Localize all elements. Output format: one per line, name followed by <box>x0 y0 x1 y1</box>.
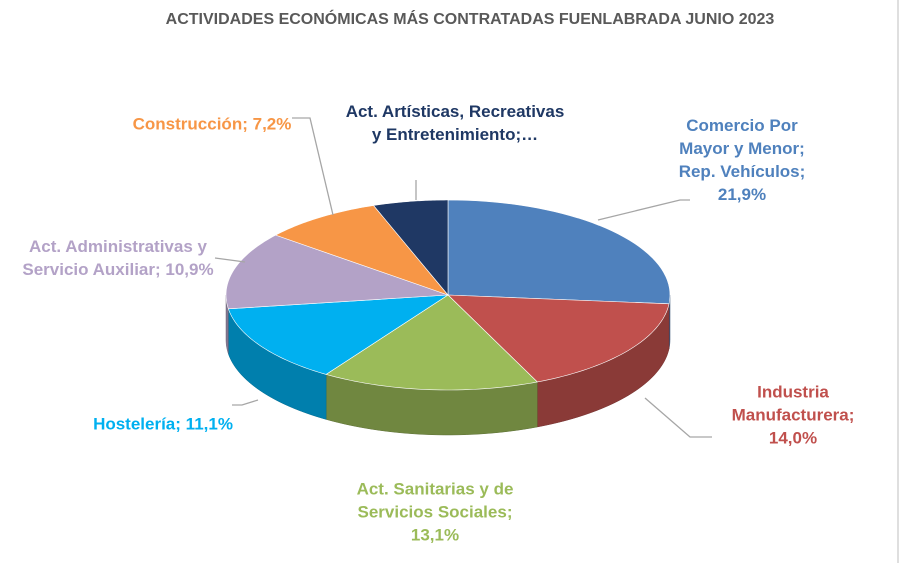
slice <box>447 199 671 305</box>
category-label: Act. Artísticas, Recreativas y Entreteni… <box>345 102 565 144</box>
data-label: Act. Administrativas y Servicio Auxiliar… <box>18 235 218 281</box>
data-label: Act. Artísticas, Recreativas y Entreteni… <box>340 100 570 146</box>
category-label: Act. Administrativas y Servicio Auxiliar… <box>22 237 207 279</box>
value-label: 10,9% <box>165 260 214 279</box>
slice <box>227 294 450 375</box>
data-label: Industria Manufacturera; 14,0% <box>706 381 881 450</box>
value-label: 21,9% <box>717 185 767 204</box>
slice <box>225 234 449 310</box>
slice <box>447 294 670 383</box>
data-label: Hostelería; 11,1% <box>88 413 238 436</box>
category-label: Construcción; <box>132 114 248 134</box>
chart-title: ACTIVIDADES ECONÓMICAS MÁS CONTRATADAS F… <box>165 11 775 28</box>
data-label: Comercio Por Mayor y Menor; Rep. Vehícul… <box>662 114 822 206</box>
leader-line <box>597 199 690 221</box>
leader-line <box>214 257 246 263</box>
leader-line <box>644 397 712 438</box>
leader-line <box>232 399 259 406</box>
value-label: 13,1% <box>410 525 460 545</box>
value-label: 11,1% <box>185 414 233 434</box>
category-label: Act. Sanitarias y de Servicios Sociales; <box>356 479 514 522</box>
slice <box>325 294 538 391</box>
slice <box>274 205 449 296</box>
slice <box>372 199 449 296</box>
category-label: Hostelería; <box>93 414 181 434</box>
leader-line <box>292 117 334 216</box>
category-label: Comercio Por Mayor y Menor; Rep. Vehícul… <box>678 116 806 181</box>
data-label: Construcción; 7,2% <box>127 113 297 136</box>
category-label: Industria Manufacturera; <box>731 382 855 425</box>
value-label: 14,0% <box>768 428 818 448</box>
data-label: Act. Sanitarias y de Servicios Sociales;… <box>343 478 528 547</box>
value-label: 7,2% <box>252 114 292 134</box>
